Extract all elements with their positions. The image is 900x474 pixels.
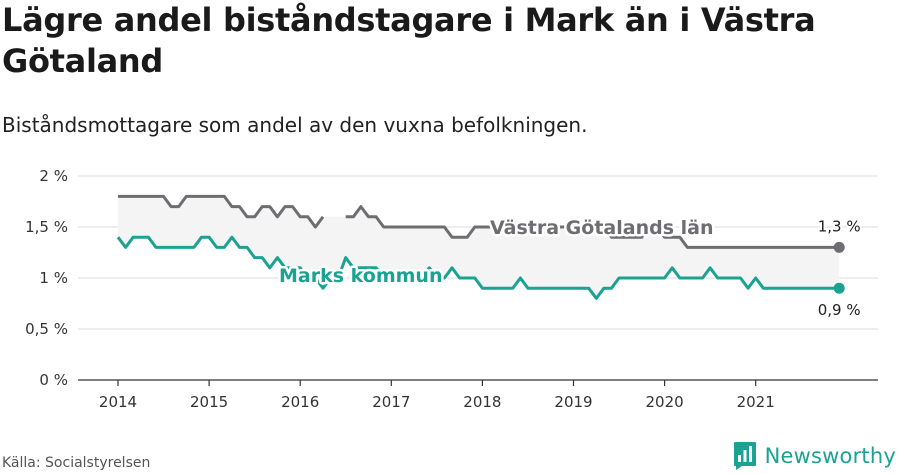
y-tick-label: 0,5 % xyxy=(25,320,68,338)
end-value-label-region: 1,3 % xyxy=(818,217,861,235)
x-axis: 2014 2015 2016 2017 2018 2019 2020 2021 xyxy=(78,379,878,411)
range-band xyxy=(118,196,840,299)
newsworthy-logo-icon xyxy=(733,442,756,470)
series-label-region: Västra Götalands län xyxy=(490,217,713,239)
y-tick-label: 0 % xyxy=(39,371,68,389)
x-tick-label: 2018 xyxy=(463,393,501,411)
end-point-region xyxy=(833,241,845,253)
x-tick-label: 2020 xyxy=(646,393,684,411)
line-chart: 0 % 0,5 % 1 % 1,5 % 2 % 2014 2015 2016 2017 2018… xyxy=(25,167,878,411)
y-tick-label: 1 % xyxy=(39,269,68,287)
source-note: Källa: Socialstyrelsen xyxy=(2,455,151,471)
brand-name: Newsworthy xyxy=(764,444,896,468)
series-labels: Västra Götalands län Marks kommun 1,3 % 0,9… xyxy=(277,215,863,322)
x-tick-label: 2021 xyxy=(737,393,775,411)
x-tick-label: 2014 xyxy=(99,393,137,411)
series-line-region xyxy=(118,194,325,229)
brand-logo[interactable]: Newsworthy xyxy=(733,440,896,472)
x-tick-label: 2015 xyxy=(190,393,228,411)
range-band-area xyxy=(118,196,840,299)
y-tick-label: 2 % xyxy=(39,167,68,185)
x-tick-label: 2017 xyxy=(372,393,410,411)
series-line-region xyxy=(345,205,840,249)
series-line-kommun xyxy=(116,235,840,300)
chart-title: Lägre andel biståndstagare i Mark än i V… xyxy=(2,1,816,80)
x-tick-label: 2019 xyxy=(554,393,592,411)
series-lines xyxy=(116,194,845,300)
end-point-kommun xyxy=(833,282,845,294)
end-value-label-kommun: 0,9 % xyxy=(818,301,861,319)
chart-subtitle: Biståndsmottagare som andel av den vuxna… xyxy=(2,113,588,137)
x-tick-label: 2016 xyxy=(281,393,319,411)
y-tick-label: 1,5 % xyxy=(25,218,68,236)
series-label-kommun: Marks kommun xyxy=(279,265,443,287)
